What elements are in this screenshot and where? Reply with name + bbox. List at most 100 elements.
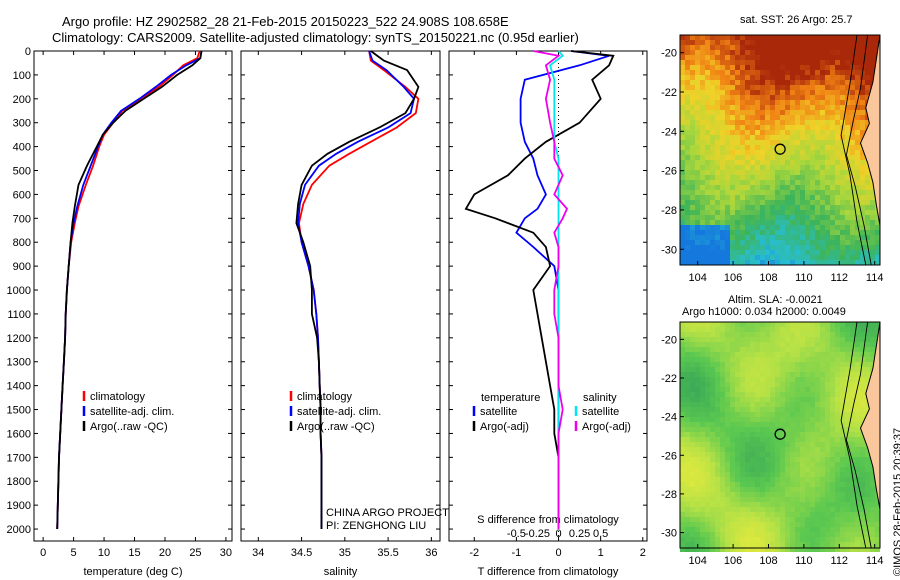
panel-frame <box>448 50 648 542</box>
x-tick-label: 30 <box>220 547 232 559</box>
series-line-3 <box>295 50 420 529</box>
bathymetry-contour <box>845 321 872 549</box>
legend-label: climatology <box>90 391 146 403</box>
y-tick-label: 900 <box>13 261 31 273</box>
project-annotation: CHINA ARGO PROJECT <box>326 507 449 519</box>
series-line-4 <box>533 50 569 529</box>
bathymetry-contour <box>845 34 872 266</box>
map-x-tick-label: 106 <box>724 555 742 567</box>
series-line-2 <box>464 50 615 529</box>
legend-label: satellite <box>480 406 517 418</box>
y-tick-label: 300 <box>13 118 31 130</box>
y-tick-label: 1300 <box>7 357 31 369</box>
y-tick-label: 2000 <box>7 524 31 536</box>
sla-field <box>680 322 880 552</box>
y-tick-label: 200 <box>13 94 31 106</box>
x-tick-label: 34.5 <box>291 547 312 559</box>
map-y-tick-label: -20 <box>661 334 677 346</box>
x-tick-label: 15 <box>128 547 140 559</box>
x-tick-label: 10 <box>98 547 110 559</box>
map-x-tick-label: 114 <box>866 555 884 567</box>
y-tick-label: 1700 <box>7 452 31 464</box>
legend-label: Argo(..raw -QC) <box>297 421 375 433</box>
y-tick-label: 1500 <box>7 405 31 417</box>
y-tick-label: 100 <box>13 70 31 82</box>
pi-annotation: PI: ZENGHONG LIU <box>326 520 426 532</box>
y-tick-label: 1100 <box>7 309 31 321</box>
x-tick-label: -1 <box>512 547 522 559</box>
x2-tick-label: 0.25 <box>569 528 590 540</box>
sla-map: 104 106 108 110 112 114 -20 -22 -24 -26 -28 -30 <box>661 321 884 567</box>
x-tick-label: 36 <box>425 547 437 559</box>
x-axis-label: T difference from climatology <box>478 566 619 578</box>
map-x-tick-label: 104 <box>689 272 707 284</box>
y-tick-label: 1400 <box>7 381 31 393</box>
legend-label: Argo(..raw -QC) <box>90 421 168 433</box>
x-tick-label: 0 <box>40 547 46 559</box>
map-x-tick-label: 108 <box>759 555 777 567</box>
sla-map-title-line2: Argo h1000: 0.034 h2000: 0.0049 <box>682 306 846 318</box>
y-tick-label: 500 <box>13 166 31 178</box>
y-tick-label: 800 <box>13 237 31 249</box>
map-y-tick-label: -24 <box>661 126 677 138</box>
profile-panel-2: 34 34.5 35 35.5 36 salinity climatology satelli… <box>240 50 449 578</box>
map-x-tick-label: 104 <box>689 555 707 567</box>
panel-frame <box>240 50 441 542</box>
map-y-tick-label: -28 <box>661 205 677 217</box>
legend-label: climatology <box>297 391 353 403</box>
panel-frame <box>33 50 233 542</box>
map-x-tick-label: 112 <box>831 272 849 284</box>
map-y-tick-label: -26 <box>661 450 677 462</box>
x-tick-label: 5 <box>71 547 77 559</box>
x2-tick-label: -0.5 <box>507 528 526 540</box>
legend-title-temperature: temperature <box>481 392 540 404</box>
y-tick-label: 400 <box>13 142 31 154</box>
map-y-tick-label: -26 <box>661 166 677 178</box>
map-x-tick-label: 114 <box>866 272 884 284</box>
map-frame <box>679 34 881 266</box>
bathymetry-contour <box>840 34 867 266</box>
profile-panel-3: -2 -1 0 1 2 -0.5 -0.25 0 0.25 0.5 S difference fro… <box>448 50 648 578</box>
land-area <box>859 321 881 510</box>
x-tick-label: 20 <box>159 547 171 559</box>
legend-label: satellite <box>582 406 619 418</box>
map-y-tick-label: -30 <box>661 244 677 256</box>
map-y-tick-label: -20 <box>661 48 677 60</box>
x-tick-label: 0 <box>555 547 561 559</box>
legend-label: satellite-adj. clim. <box>90 406 174 418</box>
sst-map: 104 106 108 110 112 114 -20 -22 -24 -26 -28 -30 <box>661 34 884 284</box>
map-y-tick-label: -30 <box>661 528 677 540</box>
sst-field <box>680 35 880 265</box>
map-x-tick-label: 112 <box>831 555 849 567</box>
map-y-tick-label: -24 <box>661 412 677 424</box>
series-line-3 <box>56 50 203 530</box>
x-axis-label: temperature (deg C) <box>83 566 182 578</box>
y-tick-label: 700 <box>13 213 31 225</box>
y-tick-label: 1600 <box>7 428 31 440</box>
map-y-tick-label: -28 <box>661 489 677 501</box>
y-tick-label: 1200 <box>7 333 31 345</box>
y-tick-label: 600 <box>13 189 31 201</box>
x-tick-label: 35.5 <box>377 547 398 559</box>
x-tick-label: 1 <box>598 547 604 559</box>
x-tick-label: 35 <box>339 547 351 559</box>
x-tick-label: -2 <box>469 547 479 559</box>
map-y-tick-label: -22 <box>661 87 677 99</box>
x-tick-label: 34 <box>252 547 264 559</box>
x2-tick-label: 0 <box>555 528 561 540</box>
map-y-tick-label: -22 <box>661 373 677 385</box>
sla-map-title-line1: Altim. SLA: -0.0021 <box>728 294 823 306</box>
y-tick-label: 1800 <box>7 476 31 488</box>
map-x-tick-label: 106 <box>724 272 742 284</box>
x2-tick-label: -0.25 <box>525 528 550 540</box>
y-tick-label: 1900 <box>7 500 31 512</box>
profile-panel-1: 0100200300400500600700800900100011001200… <box>7 46 233 578</box>
sst-map-title: sat. SST: 26 Argo: 25.7 <box>740 14 853 26</box>
x-tick-label: 25 <box>189 547 201 559</box>
map-x-tick-label: 108 <box>759 272 777 284</box>
argo-location-marker <box>774 428 786 440</box>
legend-label: satellite-adj. clim. <box>297 406 381 418</box>
bathymetry-contour <box>840 321 867 549</box>
land-area <box>859 34 881 226</box>
